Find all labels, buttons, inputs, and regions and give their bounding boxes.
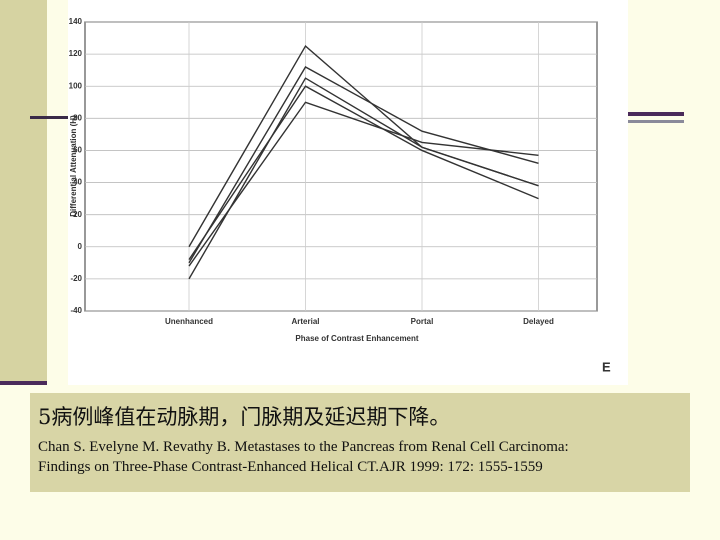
y-tick-label: 120 (69, 49, 83, 58)
y-tick-label: 20 (73, 210, 82, 219)
x-tick-label: Delayed (523, 317, 554, 326)
side-bar-foot (0, 381, 47, 385)
citation-line: Chan S. Evelyne M. Revathy B. Metastases… (38, 439, 569, 455)
series-line (188, 101, 539, 267)
citation-line: Findings on Three-Phase Contrast-Enhance… (38, 459, 543, 475)
series-line (188, 44, 539, 248)
rule-left (30, 116, 72, 119)
rule-right (628, 112, 684, 116)
y-tick-label: 40 (73, 178, 82, 187)
y-tick-label: 80 (73, 113, 82, 122)
y-axis-label: Differential Attenuation (H) (69, 115, 78, 217)
y-tick-label: 60 (73, 146, 82, 155)
side-bar (0, 0, 47, 383)
y-tick-label: 0 (78, 242, 83, 251)
x-tick-label: Unenhanced (165, 317, 213, 326)
series-line (188, 66, 539, 264)
rule-right-2 (628, 120, 684, 123)
y-tick-label: -20 (70, 274, 82, 283)
series-line (188, 85, 539, 261)
y-tick-label: -40 (70, 306, 82, 315)
plot-frame (84, 21, 598, 312)
x-tick-label: Arterial (291, 317, 319, 326)
caption: 5病例峰值在动脉期，门脉期及延迟期下降。 (38, 405, 451, 429)
y-tick-label: 100 (69, 81, 83, 90)
y-tick-label: 140 (69, 17, 83, 26)
chart: Differential Attenuation (H) Phase of Co… (68, 0, 628, 385)
series-line (188, 77, 539, 280)
panel-label: E (602, 359, 611, 374)
caption-box: 5病例峰值在动脉期，门脉期及延迟期下降。 Chan S. Evelyne M. … (30, 393, 690, 492)
x-axis-label: Phase of Contrast Enhancement (295, 334, 418, 343)
x-tick-label: Portal (411, 317, 434, 326)
